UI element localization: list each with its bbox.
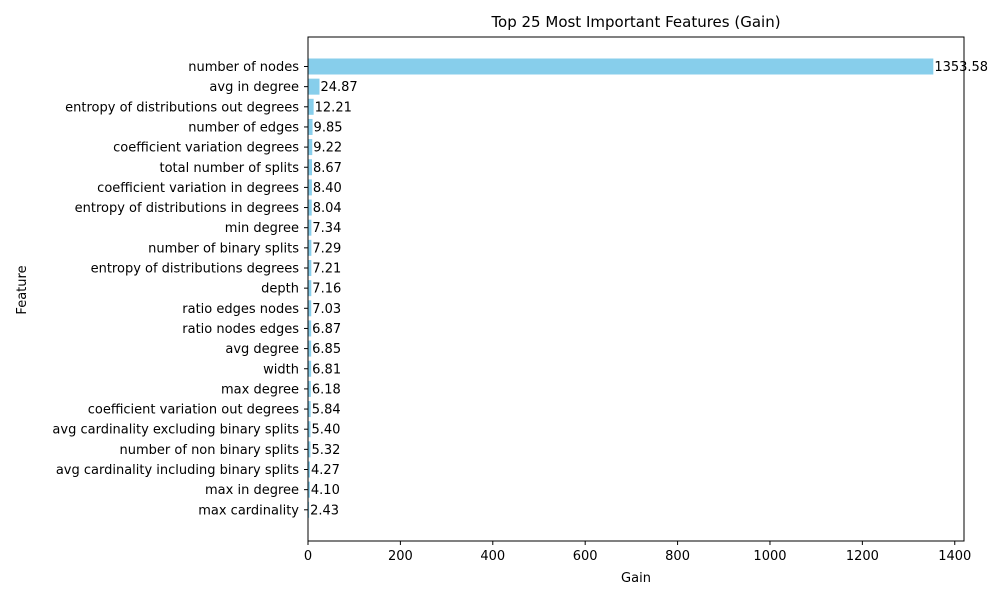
y-tick-label: coefficient variation degrees [113,141,299,156]
bar [308,320,312,337]
bar [308,360,312,377]
bar-value-label: 5.84 [312,403,341,418]
x-tick-label: 600 [573,549,598,564]
x-axis-title: Gain [621,571,651,586]
x-tick-label: 1400 [938,549,971,564]
y-tick-label: avg cardinality including binary splits [56,463,299,478]
x-tick-label: 0 [304,549,312,564]
y-tick-label: number of edges [188,120,299,135]
bar [308,219,312,236]
y-tick-label: width [263,362,299,377]
y-tick-label: avg cardinality excluding binary splits [52,423,299,438]
bar [308,401,311,418]
bar [308,441,311,458]
chart-title: Top 25 Most Important Features (Gain) [490,13,780,31]
y-tick-label: min degree [225,221,299,236]
y-tick-label: max in degree [205,483,299,498]
y-tick-label: number of non binary splits [120,443,300,458]
y-tick-label: ratio nodes edges [182,322,299,337]
bar [308,58,934,75]
bar-labels-group: 1353.58 24.87 12.21 9.85 9.22 8.67 8.40 8.04 7.3… [310,60,988,518]
bar-value-label: 4.10 [311,483,340,498]
bar-value-label: 6.85 [312,342,341,357]
plot-area-frame [307,36,965,542]
bar [308,481,310,498]
bar-value-label: 6.81 [312,362,341,377]
y-axis-ticks: number of nodes avg in degree entropy of d… [52,60,308,518]
bar-value-label: 9.85 [314,120,343,135]
bar-value-label: 8.40 [313,181,342,196]
bar [308,340,312,357]
bar [308,380,311,397]
bar [308,179,312,196]
y-tick-label: ratio edges nodes [182,302,299,317]
bar-value-label: 4.27 [311,463,340,478]
bar-value-label: 7.03 [312,302,341,317]
y-tick-label: number of nodes [188,60,299,75]
x-tick-label: 400 [480,549,505,564]
bar [308,421,311,438]
bar-value-label: 7.34 [312,221,341,236]
y-tick-label: avg in degree [209,80,299,95]
bar [308,139,313,156]
y-tick-label: max degree [221,382,299,397]
bar-value-label: 5.32 [311,443,340,458]
x-tick-label: 1200 [846,549,879,564]
y-tick-label: max cardinality [198,503,299,518]
bar-value-label: 9.22 [313,141,342,156]
bar-value-label: 7.21 [312,262,341,277]
bar-value-label: 5.40 [311,423,340,438]
x-axis-ticks: 0 200 400 600 800 1000 1200 1400 [304,541,971,564]
bar [308,78,320,95]
y-tick-label: coefficient variation out degrees [88,403,299,418]
bar-value-label: 8.67 [313,161,342,176]
x-tick-label: 1000 [753,549,786,564]
bar [308,159,313,176]
bar-value-label: 2.43 [310,503,339,518]
bar-value-label: 6.18 [312,382,341,397]
y-tick-label: avg degree [225,342,299,357]
bar-value-label: 1353.58 [934,60,988,75]
bar [308,118,313,135]
y-tick-label: entropy of distributions degrees [91,262,300,277]
bar-value-label: 12.21 [315,100,352,115]
y-tick-label: coefficient variation in degrees [97,181,299,196]
bar-value-label: 7.16 [312,282,341,297]
bar [308,199,312,216]
bar-value-label: 7.29 [312,241,341,256]
bar-value-label: 24.87 [320,80,357,95]
y-tick-label: total number of splits [159,161,299,176]
y-tick-label: number of binary splits [148,241,299,256]
bar [308,501,310,518]
bar [308,260,312,276]
bar [308,239,312,256]
x-tick-label: 800 [665,549,690,564]
bar-value-label: 6.87 [312,322,341,337]
y-tick-label: entropy of distributions out degrees [65,100,299,115]
bar [308,461,310,478]
bar [308,300,312,317]
bar [308,98,314,115]
y-tick-label: entropy of distributions in degrees [75,201,300,216]
bar-value-label: 8.04 [313,201,342,216]
y-tick-label: depth [261,282,299,297]
bars-group [308,58,934,518]
x-tick-label: 200 [388,549,413,564]
y-axis-title: Feature [15,265,30,314]
bar [308,280,312,297]
